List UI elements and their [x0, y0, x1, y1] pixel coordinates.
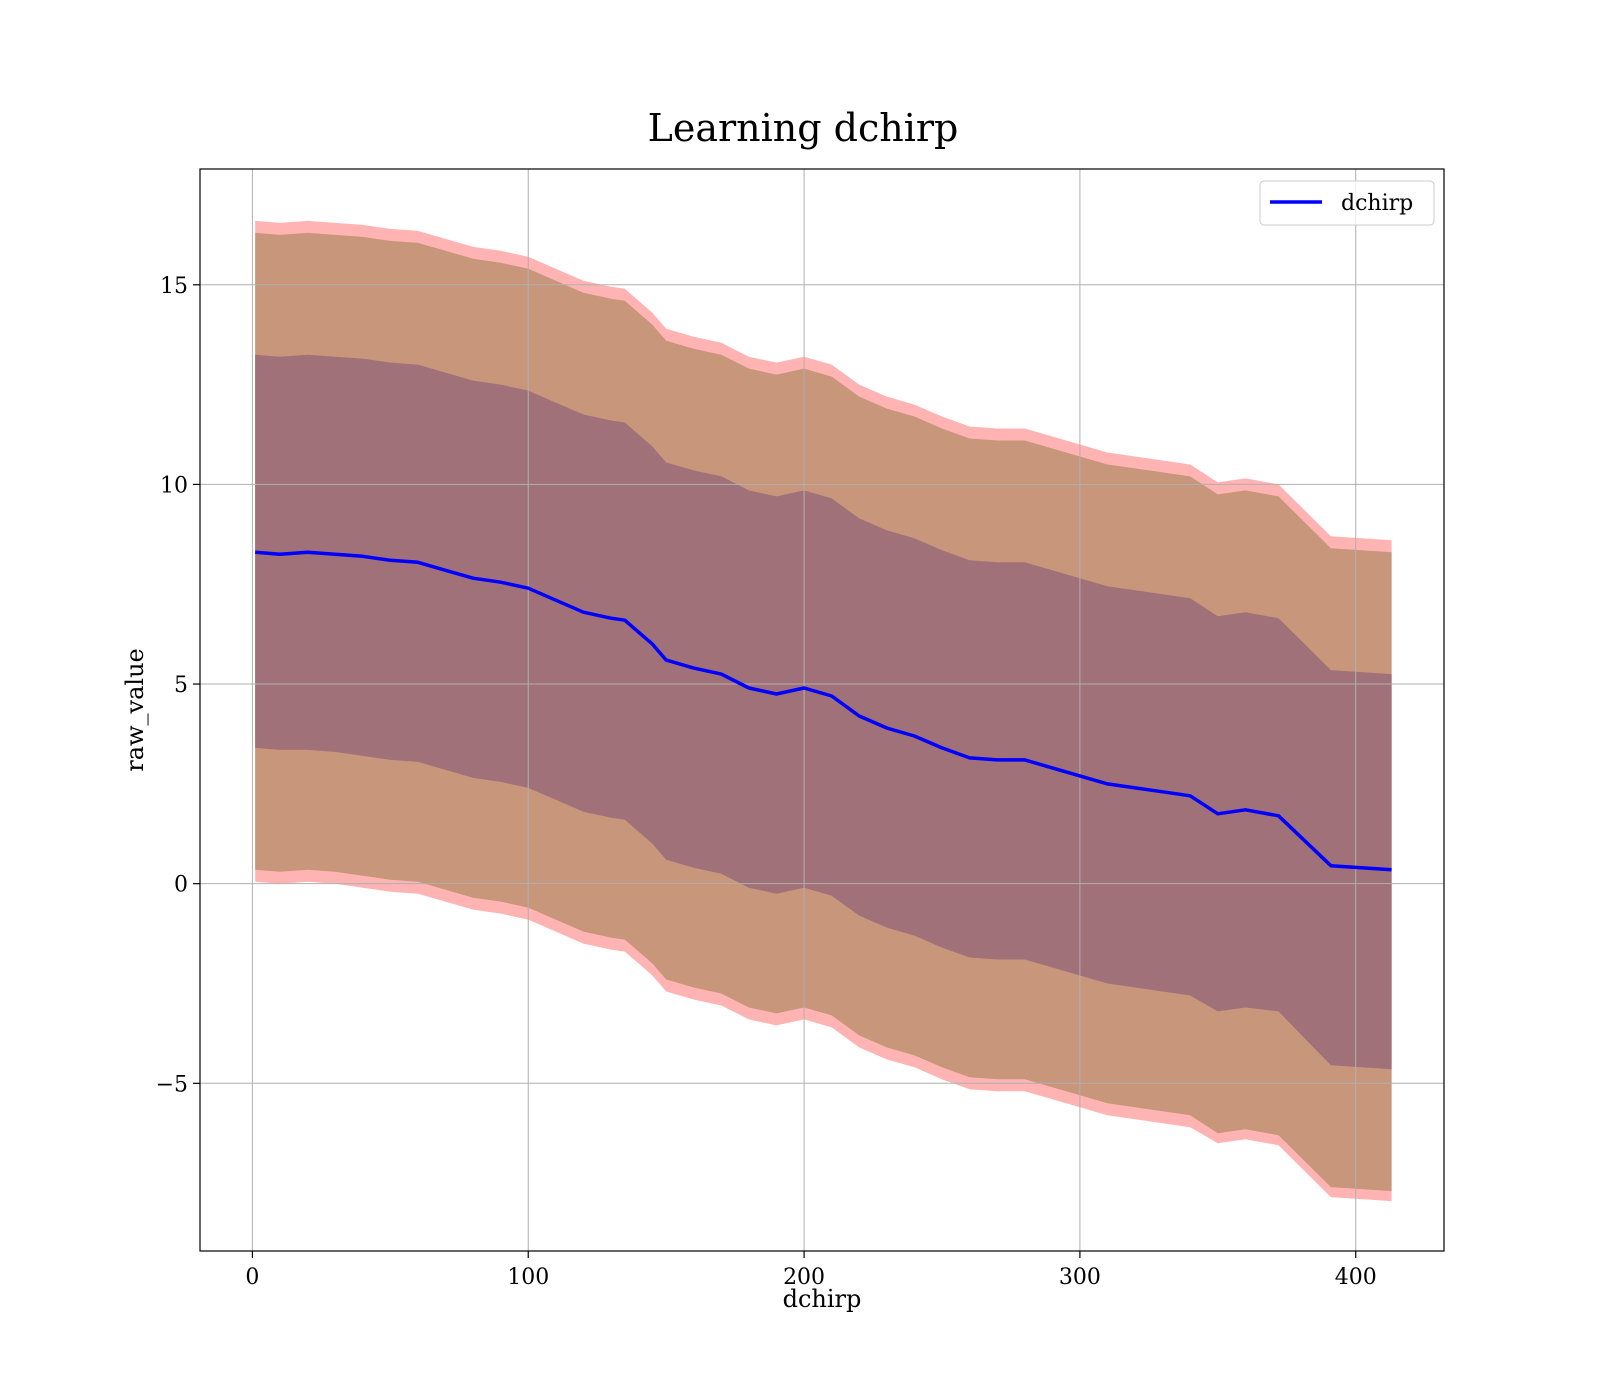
x-tick-label: 100 — [507, 1265, 549, 1290]
y-ticks: −5 0 5 10 15 — [156, 274, 200, 1097]
x-ticks: 0 100 200 300 400 — [245, 1251, 1377, 1290]
y-tick-label: −5 — [156, 1072, 188, 1097]
x-tick-label: 200 — [783, 1265, 825, 1290]
legend-label-dchirp: dchirp — [1341, 191, 1413, 216]
x-tick-label: 400 — [1335, 1265, 1377, 1290]
y-tick-label: 15 — [160, 274, 188, 299]
plot-area — [199, 168, 1445, 1252]
series-line-dchirp — [255, 550, 1392, 872]
line-layer — [255, 550, 1392, 872]
y-tick-label: 5 — [174, 673, 188, 698]
y-tick-label: 0 — [174, 873, 188, 898]
x-tick-label: 300 — [1059, 1265, 1101, 1290]
x-tick-label: 0 — [245, 1265, 259, 1290]
x-axis-label: dchirp — [783, 1285, 862, 1313]
y-axis-label: raw_value — [121, 648, 149, 772]
grid-layer — [200, 169, 1444, 1251]
y-tick-label: 10 — [160, 473, 188, 498]
legend-box — [1259, 180, 1435, 226]
axes-frame — [199, 168, 1445, 1252]
bands-layer — [255, 220, 1392, 1202]
band-inner — [255, 354, 1392, 1070]
chart-title: Learning dchirp — [648, 106, 959, 150]
legend: dchirp — [1259, 180, 1435, 226]
